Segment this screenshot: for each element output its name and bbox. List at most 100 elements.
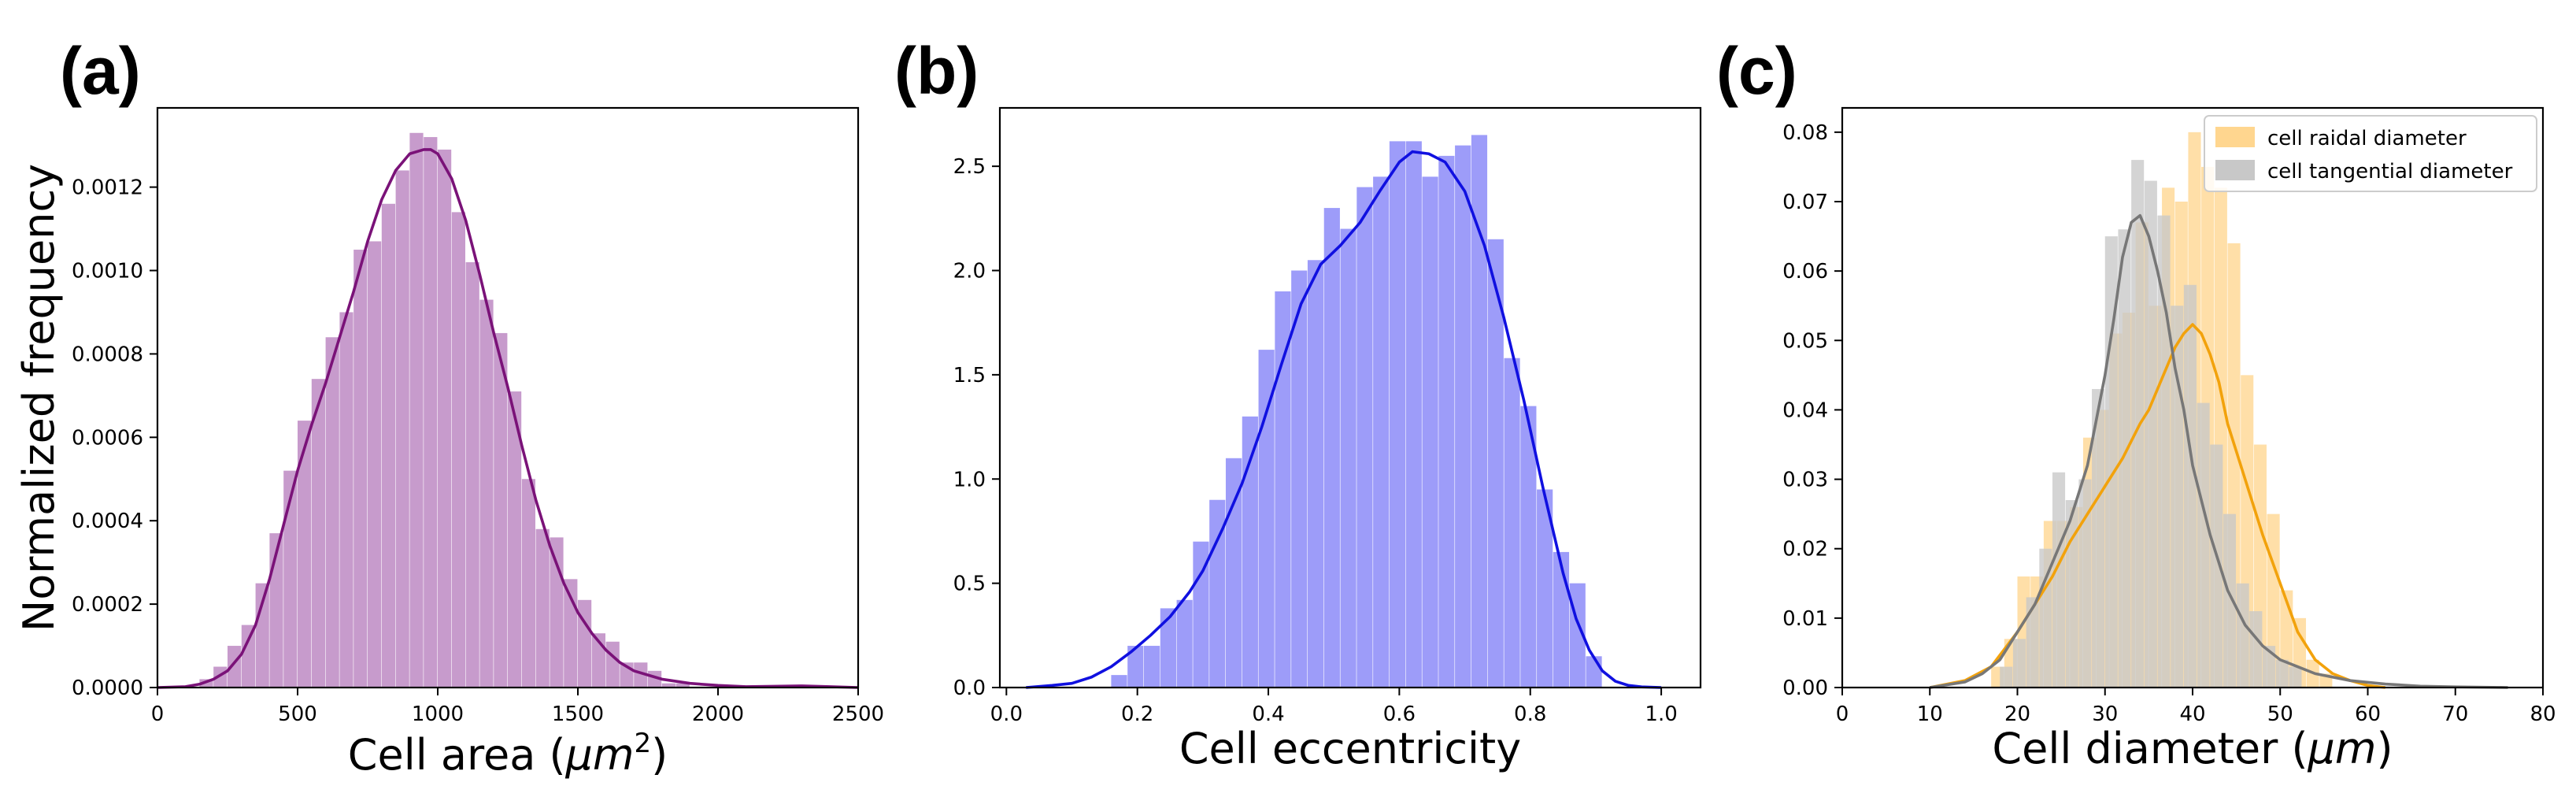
histogram-bar — [1111, 675, 1127, 688]
y-tick-label: 0.03 — [1782, 469, 1828, 492]
kde-curves — [157, 148, 859, 689]
histogram-bar — [2223, 513, 2237, 688]
histogram-bar — [409, 132, 424, 688]
x-tick-label: 0.6 — [1383, 702, 1416, 726]
x-axis-label-close: ) — [2377, 724, 2393, 773]
histogram-bar — [395, 170, 409, 688]
legend-swatch-radial — [2215, 127, 2255, 147]
y-tick-label: 1.5 — [953, 364, 986, 387]
kde-curve — [1929, 213, 2508, 689]
histogram-bar — [1389, 141, 1406, 688]
histogram-bars — [199, 132, 690, 688]
x-axis-label-close: ) — [651, 730, 668, 780]
y-tick-label: 0.0002 — [72, 593, 143, 617]
histogram-bar — [2210, 444, 2223, 688]
histogram-bar — [2289, 666, 2302, 688]
x-tick-label: 2000 — [692, 702, 744, 726]
panel-a: (a) 0 500 1000 1500 2000 2500 0.00000.00020.0… — [14, 34, 884, 780]
histogram-bar — [199, 679, 213, 688]
x-axis-label-unit: μm — [565, 730, 635, 780]
x-axis-ticks: 0.0 0.2 0.4 0.6 0.8 1.0 — [990, 688, 1678, 726]
y-axis-label: Normalized frequency — [14, 164, 64, 632]
histogram-bar — [1438, 155, 1455, 688]
x-axis-label-text: Cell diameter ( — [1992, 724, 2308, 773]
histogram-bar — [479, 299, 494, 688]
histogram-bar — [1275, 291, 1291, 688]
x-axis-label-exponent: 2 — [635, 728, 652, 759]
histogram-bar — [2275, 659, 2289, 688]
histogram-bar — [2197, 402, 2210, 688]
histogram-bar — [438, 149, 452, 688]
y-tick-label: 0.0000 — [72, 677, 143, 700]
x-tick-label: 0.2 — [1121, 702, 1153, 726]
x-tick-label: 20 — [2004, 702, 2030, 726]
legend-frame — [2204, 115, 2537, 192]
y-tick-label: 0.5 — [953, 573, 986, 596]
histogram-bar — [1127, 646, 1144, 688]
histogram-bar — [508, 391, 522, 688]
histogram-bar — [2183, 284, 2197, 688]
y-tick-label: 0.05 — [1782, 329, 1828, 353]
y-tick-label: 0.0010 — [72, 260, 143, 284]
histogram-bar — [283, 470, 298, 688]
histogram-bar — [298, 421, 312, 688]
legend-label-tangential: cell tangential diameter — [2267, 160, 2513, 183]
histogram-bar — [521, 479, 535, 688]
panel-label: (a) — [60, 34, 141, 108]
histogram-bar — [2263, 646, 2276, 688]
histogram-bar — [2078, 479, 2092, 688]
x-tick-label: 30 — [2092, 702, 2118, 726]
histogram-bar — [1471, 135, 1488, 688]
histogram-bar — [2171, 306, 2184, 688]
histogram-bar — [339, 312, 353, 688]
y-axis-ticks: 0.00 0.01 0.02 0.03 0.04 0.05 0.06 0.07 0.08 — [1782, 121, 1842, 700]
histogram-bar — [228, 646, 242, 688]
histogram-bar — [2118, 229, 2131, 688]
legend: cell raidal diameter cell tangential dia… — [2204, 115, 2537, 192]
histogram-bar — [2144, 180, 2157, 688]
x-tick-label: 0.0 — [990, 702, 1023, 726]
y-tick-label: 0.0006 — [72, 426, 143, 450]
histogram-bar — [1242, 416, 1258, 688]
x-axis-label-unit: μm — [2308, 724, 2377, 773]
histogram-bar — [605, 641, 620, 688]
histogram-bar — [2236, 583, 2249, 688]
x-tick-label: 50 — [2267, 702, 2293, 726]
y-axis-ticks: 0.0 0.5 1.0 1.5 2.0 2.5 — [953, 155, 1000, 700]
y-tick-label: 0.01 — [1782, 607, 1828, 631]
histogram-bar — [465, 261, 479, 688]
kde-curves — [1026, 150, 1662, 689]
x-tick-label: 1000 — [412, 702, 464, 726]
histogram-bar — [1373, 176, 1390, 688]
x-axis-ticks: 0 500 1000 1500 2000 2500 — [151, 688, 884, 726]
histogram-bar — [1487, 239, 1504, 688]
panel-label: (b) — [894, 34, 979, 108]
histogram-bar — [675, 683, 690, 688]
histogram-bar — [2092, 388, 2105, 688]
histogram-bar — [353, 250, 368, 688]
kde-curve — [1026, 150, 1662, 689]
y-tick-label: 1.0 — [953, 468, 986, 491]
x-tick-label: 60 — [2355, 702, 2381, 726]
y-tick-label: 0.0004 — [72, 510, 143, 533]
histogram-bar — [1258, 350, 1275, 688]
x-tick-label: 80 — [2530, 702, 2556, 726]
histogram-bar — [2012, 639, 2026, 688]
histogram-bar — [368, 241, 382, 688]
histogram-bar — [325, 337, 339, 688]
x-tick-label: 500 — [278, 702, 317, 726]
y-tick-label: 0.0008 — [72, 343, 143, 366]
y-tick-label: 0.0012 — [72, 176, 143, 200]
x-tick-label: 0.8 — [1514, 702, 1546, 726]
y-tick-label: 0.00 — [1782, 677, 1828, 700]
histogram-bar — [311, 379, 325, 688]
y-tick-label: 0.08 — [1782, 121, 1828, 145]
y-tick-label: 0.0 — [953, 677, 986, 700]
y-tick-label: 0.06 — [1782, 260, 1828, 284]
histogram-bar — [634, 662, 648, 688]
histogram-bar — [2157, 215, 2171, 688]
x-axis-label: Cell eccentricity — [1179, 724, 1521, 773]
histogram-bar — [1553, 551, 1570, 688]
y-tick-label: 2.0 — [953, 260, 986, 284]
